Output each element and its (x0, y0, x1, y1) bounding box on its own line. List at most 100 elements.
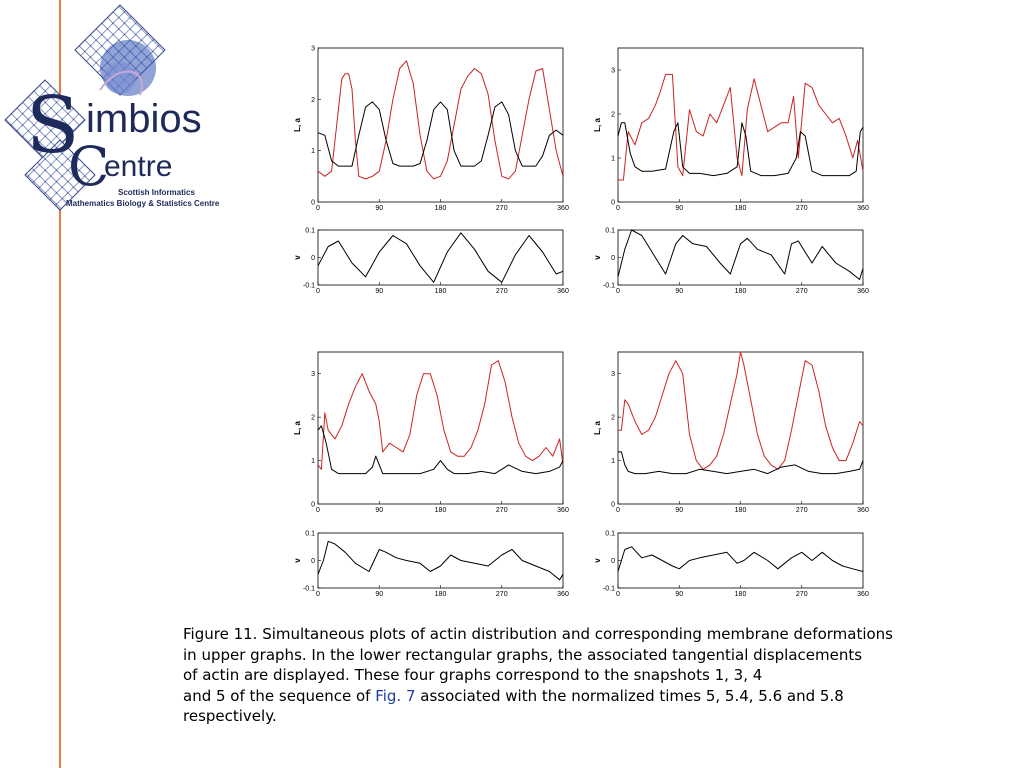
y-tick-label: 0.1 (305, 531, 315, 538)
logo-line2: entre (104, 150, 172, 183)
y-tick-label: -0.1 (303, 283, 315, 290)
x-tick-label: 270 (496, 591, 508, 598)
y-tick-label: 0 (611, 255, 615, 262)
chart-panel-6: 0 90 180 270 360-0.100.1v (293, 531, 569, 599)
series-line-black (617, 546, 864, 572)
x-tick-label: 270 (796, 507, 808, 514)
caption-line-4-end: associated with the normalized times 5, … (415, 686, 844, 705)
x-tick-label: 90 (375, 205, 383, 212)
x-tick-label: 90 (675, 591, 683, 598)
caption-line-3: of actin are displayed. These four graph… (183, 666, 763, 684)
fig-7-link[interactable]: Fig. 7 (375, 686, 416, 705)
y-axis-label: L, a (293, 421, 302, 435)
y-tick-label: 1 (311, 458, 315, 465)
orange-divider-line (59, 0, 61, 768)
x-tick-label: 180 (735, 507, 747, 514)
chart-panel-2: 0 90 180 270 360-0.100.1v (293, 228, 569, 296)
x-tick-label: 360 (557, 205, 569, 212)
series-line-black (618, 451, 864, 475)
series-line-black (317, 101, 564, 167)
plot-frame (617, 229, 864, 286)
logo-line1: imbios (86, 97, 202, 141)
x-tick-label: 180 (435, 288, 447, 295)
x-tick-label: 0 (316, 507, 320, 514)
y-tick-label: 0 (611, 200, 615, 207)
y-tick-label: 3 (611, 68, 615, 75)
x-tick-label: 0 (616, 591, 620, 598)
caption-line-4-start: and 5 of the sequence of (183, 686, 376, 705)
x-tick-label: 90 (375, 591, 383, 598)
logo-sub1: Scottish Informatics (118, 188, 195, 197)
y-tick-label: 2 (611, 112, 615, 119)
y-tick-label: 0 (311, 502, 315, 509)
x-tick-label: 360 (557, 507, 569, 514)
chart-panel-3: 0 90 180 270 360 0 1 2 3 L, a (593, 47, 869, 212)
plot-frame (617, 532, 864, 589)
x-tick-label: 270 (496, 205, 508, 212)
series-line-black (317, 232, 564, 283)
y-tick-label: 1 (611, 458, 615, 465)
series-line-red (618, 351, 864, 470)
x-tick-label: 180 (735, 591, 747, 598)
y-tick-label: 0 (611, 502, 615, 509)
chart-panel-7: 0 90 180 270 360 0 1 2 3 L, a (593, 351, 869, 514)
y-axis-label: v (293, 558, 302, 563)
y-axis-label: L, a (293, 118, 302, 132)
x-tick-label: 360 (857, 288, 869, 295)
y-tick-label: -0.1 (603, 283, 615, 290)
x-tick-label: 270 (796, 288, 808, 295)
y-axis-label: L, a (593, 118, 602, 132)
y-tick-label: 0.1 (305, 228, 315, 235)
series-line-red (618, 73, 864, 181)
series-line-black (617, 229, 864, 280)
plot-frame (317, 351, 564, 505)
simbios-logo: S imbios C entre Scottish Informatics Ma… (0, 0, 240, 215)
x-tick-label: 180 (435, 205, 447, 212)
y-tick-label: 0 (311, 558, 315, 565)
x-tick-label: 360 (557, 591, 569, 598)
y-tick-label: 0.1 (605, 228, 615, 235)
y-tick-label: 0.1 (605, 531, 615, 538)
y-tick-label: 2 (311, 415, 315, 422)
x-tick-label: 180 (735, 288, 747, 295)
y-tick-label: -0.1 (303, 586, 315, 593)
caption-line-2: in upper graphs. In the lower rectangula… (183, 645, 863, 664)
plot-frame (317, 229, 564, 286)
series-line-black (317, 425, 564, 475)
figure-caption: Figure 11. Simultaneous plots of actin d… (183, 624, 983, 727)
logo-letter-s: S (26, 81, 79, 171)
x-tick-label: 90 (375, 507, 383, 514)
x-tick-label: 270 (796, 205, 808, 212)
x-tick-label: 360 (857, 205, 869, 212)
caption-line-4: and 5 of the sequence of Fig. 7 associat… (183, 686, 983, 707)
x-tick-label: 180 (435, 591, 447, 598)
chart-panel-1: 0 90 180 270 360 0 1 2 3 L, a (293, 46, 569, 213)
x-tick-label: 270 (496, 288, 508, 295)
y-tick-label: 2 (611, 415, 615, 422)
y-tick-label: 3 (311, 46, 315, 53)
x-tick-label: 0 (616, 288, 620, 295)
x-tick-label: 0 (316, 591, 320, 598)
plot-frame (617, 47, 864, 203)
y-tick-label: 0 (311, 200, 315, 207)
series-line-red (317, 60, 564, 180)
logo-sub2: Mathematics Biology & Statistics Centre (66, 199, 220, 208)
x-tick-label: 360 (557, 288, 569, 295)
y-tick-label: 3 (311, 371, 315, 378)
y-tick-label: 2 (311, 97, 315, 104)
simbios-logo-graphic: S imbios C entre Scottish Informatics Ma… (4, 4, 220, 211)
x-tick-label: 90 (375, 288, 383, 295)
x-tick-label: 180 (435, 507, 447, 514)
x-tick-label: 0 (616, 507, 620, 514)
caption-line-1: Figure 11. Simultaneous plots of actin d… (183, 625, 893, 643)
x-tick-label: 0 (316, 205, 320, 212)
series-line-black (617, 122, 864, 177)
y-axis-label: v (293, 255, 302, 260)
caption-line-5: respectively. (183, 707, 277, 725)
y-axis-label: v (593, 558, 602, 563)
y-tick-label: 1 (611, 156, 615, 163)
y-axis-label: L, a (593, 421, 602, 435)
x-tick-label: 360 (857, 591, 869, 598)
y-tick-label: -0.1 (603, 586, 615, 593)
y-tick-label: 1 (311, 148, 315, 155)
